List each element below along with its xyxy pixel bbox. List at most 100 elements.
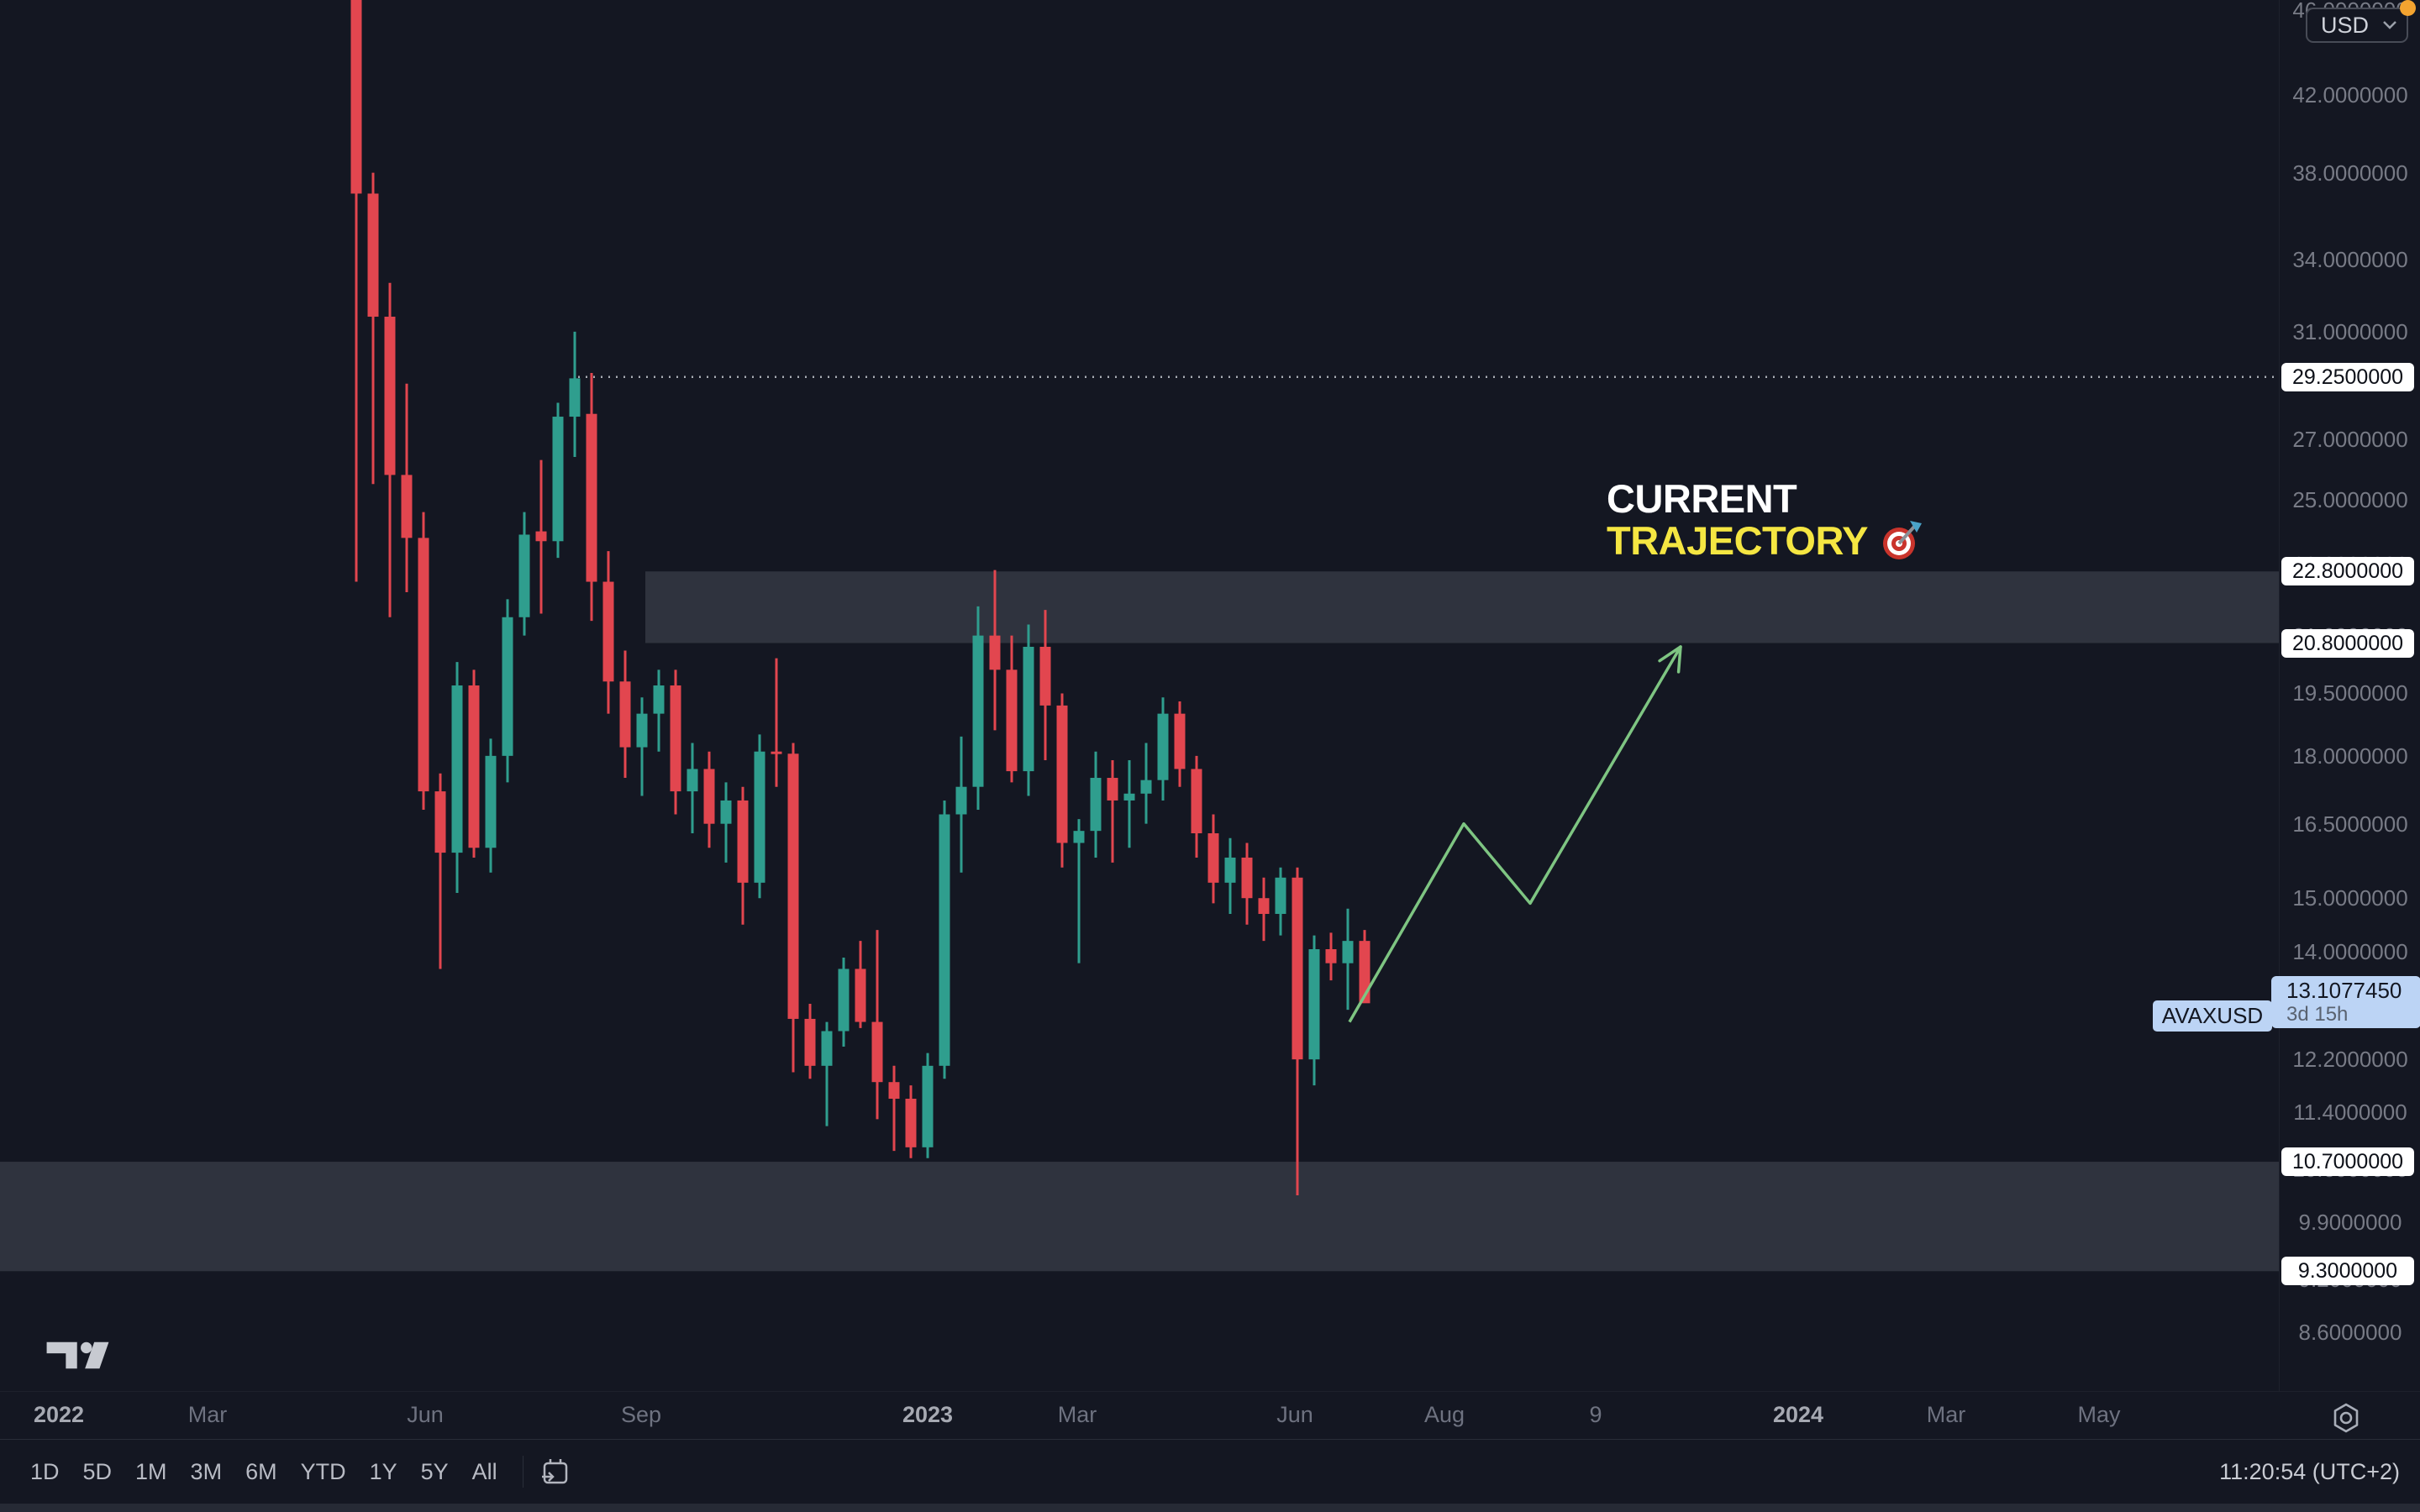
candle <box>502 599 513 783</box>
candle <box>602 551 614 714</box>
range-button-3m[interactable]: 3M <box>190 1458 223 1484</box>
time-label-2024: 2024 <box>1772 1402 1824 1427</box>
symbol-price-label: AVAXUSD <box>2153 1000 2272 1032</box>
candle <box>485 738 497 873</box>
price-tick: 14.0000000 <box>2292 939 2408 965</box>
candle <box>1157 697 1169 801</box>
candle <box>1258 877 1270 942</box>
candle <box>1073 819 1085 963</box>
range-button-all[interactable]: All <box>471 1458 497 1484</box>
price-axis[interactable]: 46.000000042.000000038.000000034.0000000… <box>2271 0 2420 1391</box>
candle <box>771 658 782 787</box>
price-tick: 27.0000000 <box>2292 427 2408 453</box>
chart-canvas[interactable] <box>0 0 2420 1391</box>
last-price-pill: 13.1077450 3d 15h <box>2271 976 2420 1029</box>
time-label-mar: Mar <box>1926 1402 1966 1427</box>
candle <box>754 734 765 899</box>
candle <box>703 751 715 848</box>
candle <box>838 957 850 1047</box>
price-level-pill: 9.3000000 <box>2281 1257 2414 1286</box>
currency-dropdown-label: USD <box>2321 12 2370 38</box>
candle <box>1039 610 1051 761</box>
price-tick: 8.6000000 <box>2298 1320 2402 1345</box>
trajectory-line[interactable] <box>1348 646 1682 1023</box>
price-tick: 34.0000000 <box>2292 247 2408 272</box>
candle <box>1292 867 1303 1195</box>
time-label-aug: Aug <box>1423 1402 1465 1427</box>
range-button-ytd[interactable]: YTD <box>300 1458 346 1484</box>
candle <box>855 941 866 1028</box>
range-button-1y[interactable]: 1Y <box>369 1458 397 1484</box>
price-tick: 15.0000000 <box>2292 885 2408 911</box>
trajectory-annotation[interactable]: CURRENT TRAJECTORY <box>1607 479 1923 563</box>
calendar-icon <box>541 1459 567 1484</box>
candle <box>1090 751 1102 858</box>
range-button-5d[interactable]: 5D <box>82 1458 113 1484</box>
go-to-date-button[interactable] <box>537 1453 574 1490</box>
time-label-may: May <box>2077 1402 2121 1427</box>
price-tick: 19.5000000 <box>2292 680 2408 706</box>
bottom-toolbar: 1D 5D 1M 3M 6M YTD 1Y 5Y All <box>0 1439 2420 1504</box>
candle <box>451 662 463 894</box>
candle <box>518 512 530 636</box>
price-level-pill: 20.8000000 <box>2281 628 2414 658</box>
candle <box>552 402 564 559</box>
supply-zone[interactable] <box>645 571 2279 643</box>
candle <box>670 669 681 815</box>
candle <box>939 800 950 1079</box>
candle <box>1325 932 1337 981</box>
candle <box>1342 908 1354 1011</box>
candle <box>569 331 581 458</box>
time-label-jun: Jun <box>407 1402 444 1427</box>
candle <box>821 1021 833 1126</box>
candle <box>384 282 396 617</box>
price-tick: 42.0000000 <box>2292 81 2408 108</box>
candle <box>1140 743 1152 824</box>
candle <box>1006 635 1018 783</box>
range-button-1m[interactable]: 1M <box>135 1458 167 1484</box>
annotation-line2: TRAJECTORY <box>1607 518 1869 563</box>
range-button-5y[interactable]: 5Y <box>420 1458 449 1484</box>
candle <box>922 1053 934 1158</box>
price-tick: 12.2000000 <box>2292 1047 2408 1073</box>
notification-dot <box>2400 0 2416 16</box>
demand-zone[interactable] <box>0 1162 2279 1272</box>
candle <box>619 650 631 779</box>
currency-dropdown[interactable]: USD <box>2306 8 2408 43</box>
candle <box>905 1085 917 1158</box>
range-button-1d[interactable]: 1D <box>30 1458 60 1484</box>
price-level-pill: 10.7000000 <box>2281 1147 2414 1177</box>
price-tick: 11.4000000 <box>2293 1100 2407 1126</box>
last-price-value: 13.1077450 <box>2286 978 2402 1004</box>
range-button-6m[interactable]: 6M <box>245 1458 277 1484</box>
candle <box>804 1004 816 1079</box>
candle <box>1224 837 1236 914</box>
price-tick: 38.0000000 <box>2292 160 2408 186</box>
bar-countdown: 3d 15h <box>2286 1003 2349 1026</box>
candle <box>1359 930 1370 1004</box>
candle <box>720 782 732 863</box>
target-emoji-icon <box>1883 521 1922 559</box>
price-tick: 16.5000000 <box>2292 811 2408 837</box>
candle <box>418 512 429 810</box>
candle <box>871 930 883 1120</box>
time-label-2022: 2022 <box>33 1402 85 1427</box>
price-tick: 31.0000000 <box>2292 318 2408 344</box>
time-axis[interactable]: 2022 Mar Jun Sep 2023 Mar Jun Aug 9 2024 Mar May <box>0 1391 2420 1440</box>
time-label-mar: Mar <box>1057 1402 1097 1427</box>
candle <box>350 0 362 582</box>
candle <box>535 459 547 614</box>
gear-icon[interactable] <box>2329 1401 2363 1435</box>
candle <box>989 570 1001 731</box>
candle <box>468 669 480 858</box>
candle <box>1056 693 1068 868</box>
tradingview-logo[interactable] <box>45 1341 119 1370</box>
candle <box>955 736 967 873</box>
candle <box>636 697 648 796</box>
candle <box>687 743 698 834</box>
session-clock[interactable]: 11:20:54 (UTC+2) <box>2219 1459 2400 1484</box>
candle <box>401 383 413 593</box>
candle <box>1023 624 1034 796</box>
price-level-pill: 22.8000000 <box>2281 557 2414 586</box>
